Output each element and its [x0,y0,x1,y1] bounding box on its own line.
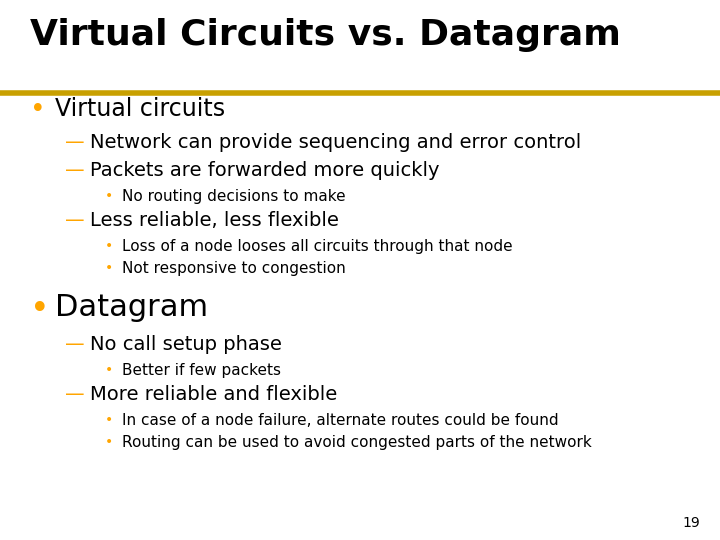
Text: Virtual Circuits vs. Datagram: Virtual Circuits vs. Datagram [30,18,621,52]
Text: —: — [65,385,85,404]
Text: Loss of a node looses all circuits through that node: Loss of a node looses all circuits throu… [122,239,513,254]
Text: Less reliable, less flexible: Less reliable, less flexible [90,211,339,230]
Text: Datagram: Datagram [55,293,208,322]
Text: •: • [105,261,113,275]
Text: •: • [30,293,50,326]
Text: •: • [105,239,113,253]
Text: Network can provide sequencing and error control: Network can provide sequencing and error… [90,133,581,152]
Text: •: • [105,435,113,449]
Text: No call setup phase: No call setup phase [90,335,282,354]
Text: —: — [65,161,85,180]
Text: Virtual circuits: Virtual circuits [55,97,225,121]
Text: Better if few packets: Better if few packets [122,363,281,378]
Text: —: — [65,211,85,230]
Text: •: • [30,97,45,123]
Text: In case of a node failure, alternate routes could be found: In case of a node failure, alternate rou… [122,413,559,428]
Text: —: — [65,335,85,354]
Text: Not responsive to congestion: Not responsive to congestion [122,261,346,276]
Text: More reliable and flexible: More reliable and flexible [90,385,337,404]
Text: 19: 19 [683,516,700,530]
Text: Packets are forwarded more quickly: Packets are forwarded more quickly [90,161,439,180]
Text: •: • [105,413,113,427]
Text: •: • [105,363,113,377]
Text: •: • [105,189,113,203]
Text: No routing decisions to make: No routing decisions to make [122,189,346,204]
Text: —: — [65,133,85,152]
Text: Routing can be used to avoid congested parts of the network: Routing can be used to avoid congested p… [122,435,592,450]
